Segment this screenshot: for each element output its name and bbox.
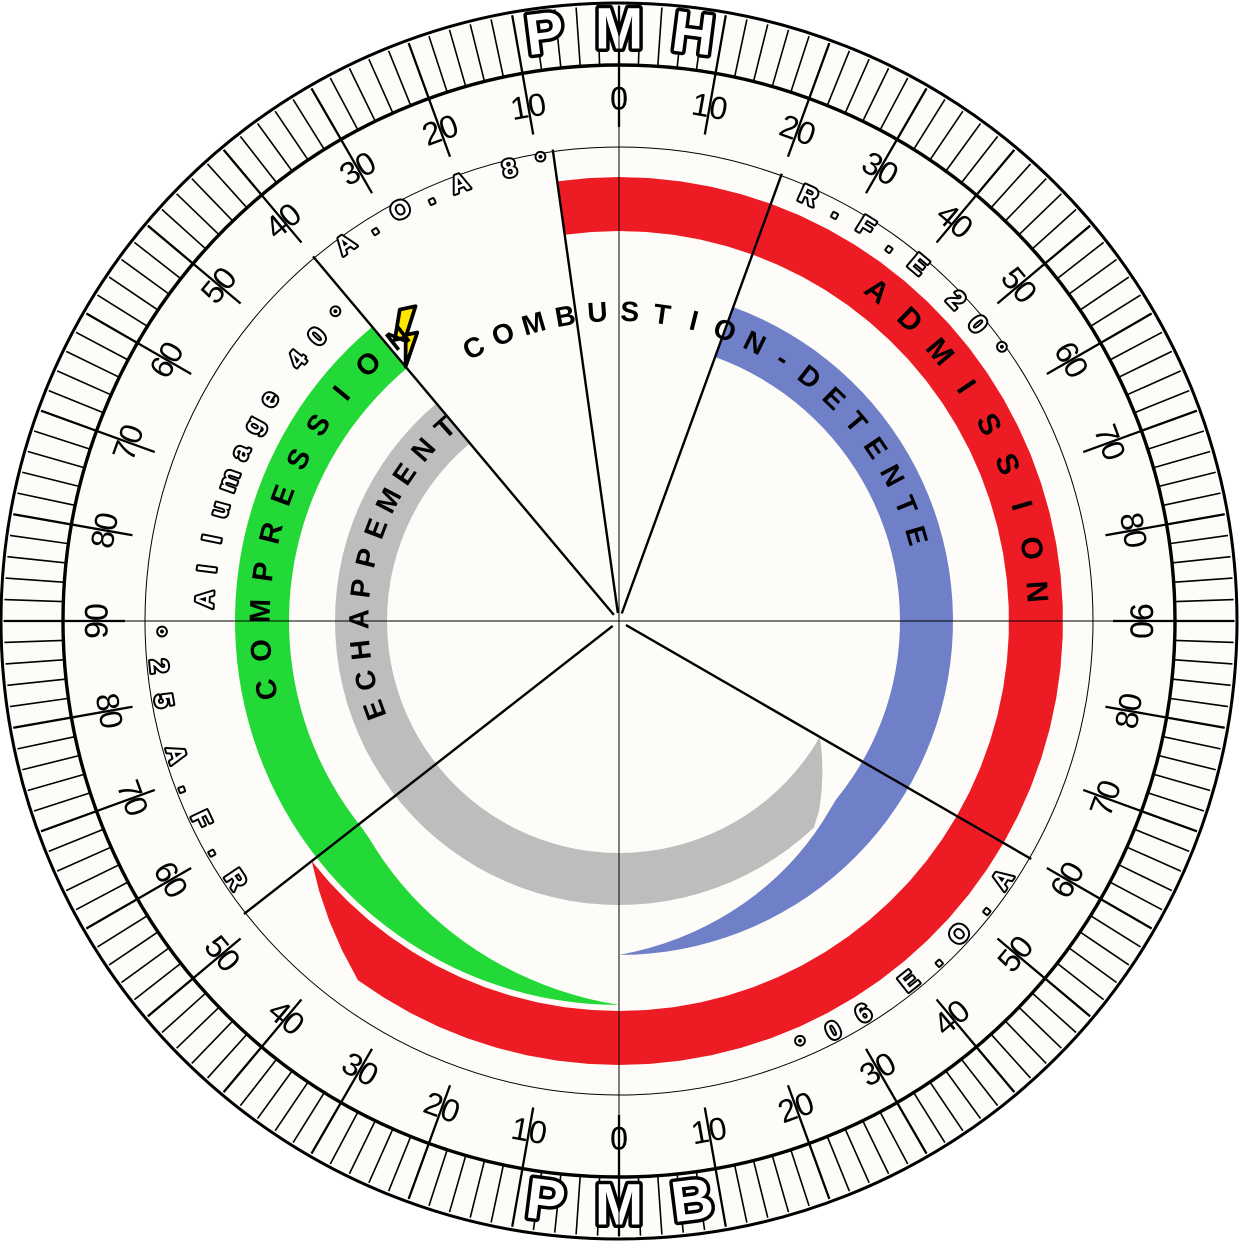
svg-text:A: A bbox=[343, 609, 374, 629]
svg-text:10: 10 bbox=[508, 1110, 549, 1152]
svg-text:80: 80 bbox=[84, 510, 126, 551]
svg-text:M: M bbox=[244, 598, 277, 623]
svg-text:H: H bbox=[344, 638, 377, 662]
svg-text:O: O bbox=[245, 638, 279, 663]
svg-text:10: 10 bbox=[689, 86, 730, 128]
svg-text:S: S bbox=[620, 296, 640, 328]
svg-text:10: 10 bbox=[508, 86, 549, 128]
svg-text:P: P bbox=[522, 0, 569, 68]
svg-text:P: P bbox=[344, 577, 377, 599]
svg-text:U: U bbox=[586, 296, 608, 328]
svg-text:N: N bbox=[1019, 580, 1053, 604]
svg-text:°: ° bbox=[142, 626, 170, 637]
svg-text:80: 80 bbox=[1113, 510, 1155, 551]
svg-text:B: B bbox=[667, 1165, 717, 1235]
svg-text:10: 10 bbox=[688, 1110, 729, 1152]
svg-text:A: A bbox=[191, 590, 220, 610]
svg-text:80: 80 bbox=[89, 690, 131, 731]
svg-text:2: 2 bbox=[144, 658, 173, 675]
svg-text:H: H bbox=[668, 0, 718, 68]
svg-text:80: 80 bbox=[1108, 690, 1150, 731]
svg-text:P: P bbox=[523, 1166, 570, 1235]
